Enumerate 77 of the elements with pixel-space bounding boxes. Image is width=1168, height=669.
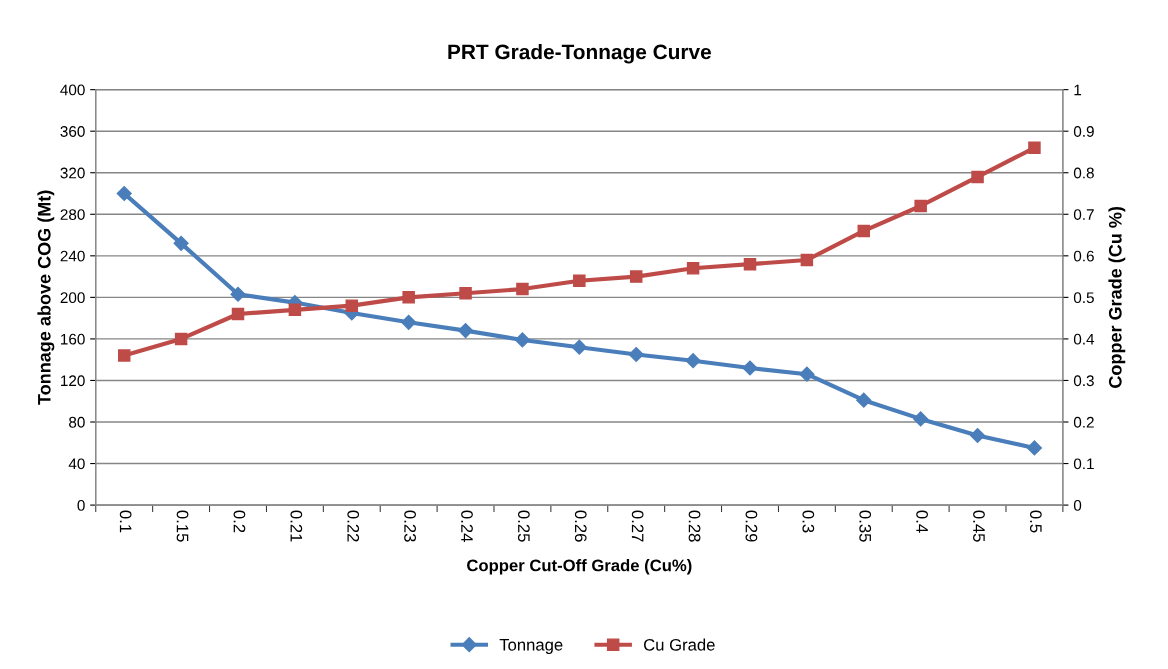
y-tick-label: 400 bbox=[60, 84, 85, 96]
x-tick-label: 0.25 bbox=[517, 510, 530, 542]
point bbox=[971, 170, 984, 184]
x-tick-label: 0.35 bbox=[859, 510, 872, 542]
x-tick-label: 0.29 bbox=[745, 510, 758, 542]
y-tick-label: 240 bbox=[60, 250, 85, 262]
x-tick-label: 0.22 bbox=[347, 510, 360, 542]
y2-tick-label: 1 bbox=[1074, 84, 1082, 96]
x-tick-label: 0.1 bbox=[119, 510, 132, 533]
y2-tick-label: 0.7 bbox=[1073, 209, 1094, 220]
y-axis-title: Tonnage above COG (Mt) bbox=[37, 190, 55, 405]
y-tick-label: 40 bbox=[68, 458, 85, 470]
y-tick-label: 120 bbox=[61, 375, 85, 387]
x-tick-label: 0.28 bbox=[688, 510, 701, 542]
point bbox=[401, 314, 417, 330]
point bbox=[173, 235, 189, 251]
point bbox=[800, 253, 814, 267]
y-tick-label: 280 bbox=[60, 209, 85, 220]
y-tick-label: 360 bbox=[60, 126, 85, 137]
x-tick-label: 0.27 bbox=[631, 510, 644, 542]
point bbox=[230, 286, 246, 302]
point bbox=[913, 411, 929, 427]
y2-tick-label: 0.4 bbox=[1073, 333, 1095, 345]
point bbox=[573, 274, 586, 288]
point bbox=[742, 360, 758, 376]
point bbox=[514, 332, 531, 348]
point bbox=[857, 224, 871, 238]
point bbox=[174, 332, 188, 346]
legend-label: Cu Grade bbox=[644, 638, 715, 651]
point bbox=[628, 346, 644, 363]
y2-tick-label: 0.6 bbox=[1073, 250, 1094, 262]
x-tick-label: 0.45 bbox=[973, 510, 985, 542]
y-tick-label: 200 bbox=[60, 292, 85, 304]
x-tick-label: 0.24 bbox=[461, 510, 473, 542]
point bbox=[856, 392, 872, 408]
point bbox=[969, 427, 986, 444]
point bbox=[799, 366, 815, 382]
point bbox=[116, 185, 132, 202]
point bbox=[629, 270, 643, 283]
point bbox=[345, 299, 359, 312]
point bbox=[914, 199, 927, 213]
y2-tick-label: 0.2 bbox=[1073, 416, 1094, 428]
y2-tick-label: 0.9 bbox=[1073, 126, 1094, 137]
x-tick-label: 0.4 bbox=[916, 510, 928, 533]
point bbox=[402, 291, 415, 304]
x-tick-label: 0.15 bbox=[176, 510, 189, 542]
point bbox=[117, 349, 131, 362]
y2-tick-label: 0.5 bbox=[1073, 292, 1094, 304]
y2-axis-title: Copper Grade (Cu %) bbox=[1108, 206, 1126, 388]
point bbox=[231, 307, 245, 321]
point bbox=[571, 339, 587, 355]
y2-tick-label: 0.1 bbox=[1073, 458, 1094, 470]
point bbox=[459, 286, 472, 300]
y2-tick-label: 0.8 bbox=[1073, 167, 1094, 179]
y2-tick-label: 0.3 bbox=[1073, 375, 1094, 387]
y-tick-label: 320 bbox=[60, 167, 85, 179]
y-tick-label: 160 bbox=[61, 333, 85, 345]
point bbox=[743, 257, 757, 271]
x-tick-label: 0.21 bbox=[290, 510, 303, 542]
chart-title: PRT Grade-Tonnage Curve bbox=[448, 43, 711, 64]
point bbox=[1028, 141, 1041, 155]
point bbox=[1026, 440, 1043, 456]
legend-label: Tonnage bbox=[499, 639, 563, 654]
x-tick-label: 0.3 bbox=[802, 510, 815, 533]
y-tick-label: 80 bbox=[69, 416, 85, 428]
x-tick-label: 0.5 bbox=[1029, 510, 1042, 533]
y2-tick-label: 0 bbox=[1073, 499, 1082, 511]
x-tick-label: 0.2 bbox=[233, 510, 246, 533]
x-axis-title: Copper Cut-Off Grade (Cu%) bbox=[467, 559, 692, 575]
point bbox=[457, 323, 474, 339]
x-tick-label: 0.26 bbox=[574, 510, 587, 542]
point bbox=[288, 303, 302, 317]
y-tick-label: 0 bbox=[77, 499, 85, 511]
point bbox=[516, 282, 529, 296]
point bbox=[686, 262, 700, 275]
x-tick-label: 0.23 bbox=[404, 510, 416, 542]
point bbox=[685, 353, 701, 369]
